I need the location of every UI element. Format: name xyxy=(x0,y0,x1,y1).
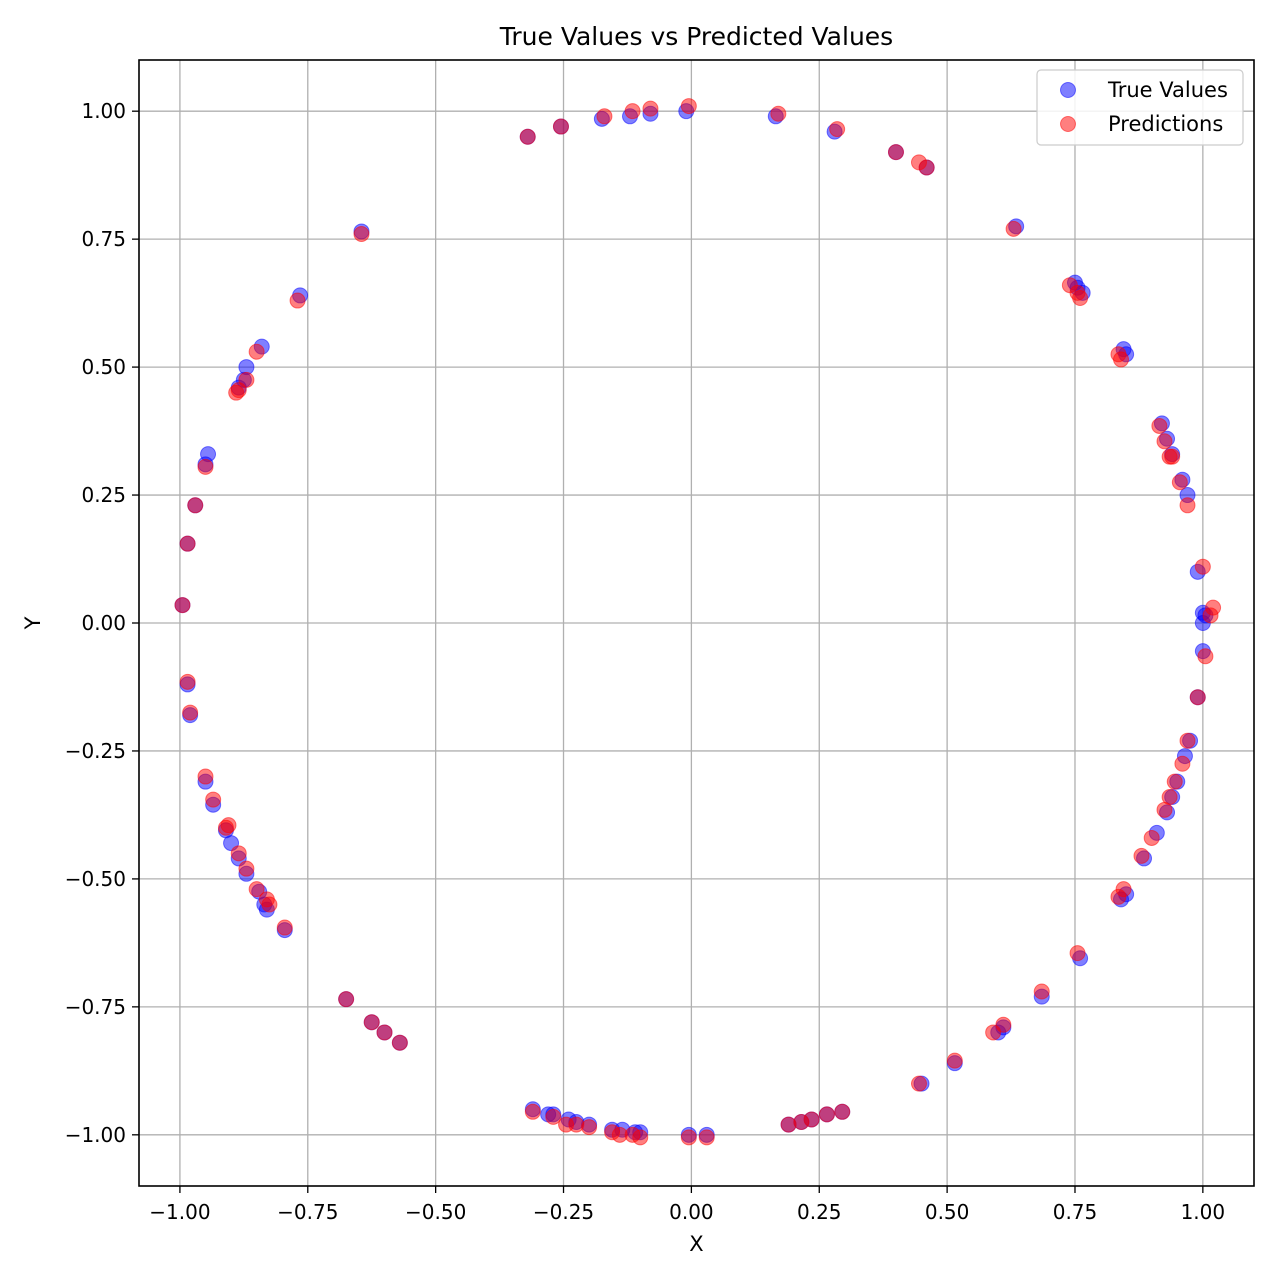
prediction-point xyxy=(596,108,613,125)
prediction-point xyxy=(1151,417,1168,434)
prediction-point xyxy=(1156,801,1173,818)
legend-marker-predictions xyxy=(1060,116,1076,132)
prediction-point xyxy=(910,1075,927,1092)
prediction-point xyxy=(1069,945,1086,962)
x-tick-label: 0.25 xyxy=(797,1200,842,1224)
prediction-point xyxy=(248,881,265,898)
prediction-point xyxy=(174,597,191,614)
legend-label-predictions: Predictions xyxy=(1108,112,1223,136)
prediction-point xyxy=(1072,289,1089,306)
legend-box xyxy=(1036,69,1244,146)
prediction-point xyxy=(1143,829,1160,846)
prediction-point xyxy=(1033,983,1050,1000)
axis-ticks: −1.00 −0.75 −0.50 −0.25 0.00 0.25 0.50 0.75 1.00… xyxy=(65,99,1225,1224)
prediction-point xyxy=(985,1024,1002,1041)
prediction-point xyxy=(1005,220,1022,237)
legend-marker-true-values xyxy=(1060,82,1076,98)
prediction-point xyxy=(197,458,214,475)
prediction-point xyxy=(680,98,697,115)
prediction-point xyxy=(1110,888,1127,905)
prediction-point xyxy=(545,1108,562,1125)
prediction-point xyxy=(829,121,846,138)
y-axis-label: Y xyxy=(21,616,45,630)
prediction-point xyxy=(179,535,196,552)
prediction-point xyxy=(1189,689,1206,706)
x-tick-label: 0.50 xyxy=(925,1200,970,1224)
prediction-point xyxy=(1164,448,1181,465)
y-tick-label: 1.00 xyxy=(81,99,126,123)
y-tick-label: −0.25 xyxy=(65,739,126,763)
y-tick-label: 0.00 xyxy=(81,611,126,635)
prediction-point xyxy=(179,673,196,690)
prediction-point xyxy=(289,292,306,309)
prediction-point xyxy=(1171,474,1188,491)
prediction-point xyxy=(552,118,569,135)
prediction-point xyxy=(680,1129,697,1146)
prediction-point xyxy=(946,1052,963,1069)
prediction-point xyxy=(1113,351,1130,368)
x-tick-label: 1.00 xyxy=(1181,1200,1226,1224)
legend-label-true-values: True Values xyxy=(1107,78,1228,102)
prediction-point xyxy=(887,144,904,161)
prediction-point xyxy=(604,1124,621,1141)
x-tick-label: 0.00 xyxy=(669,1200,714,1224)
prediction-point xyxy=(197,768,214,785)
prediction-point xyxy=(217,819,234,836)
prediction-point xyxy=(1197,648,1214,665)
y-tick-label: 0.25 xyxy=(81,483,126,507)
prediction-point xyxy=(182,704,199,721)
x-tick-label: −0.25 xyxy=(533,1200,594,1224)
prediction-point xyxy=(238,860,255,877)
x-tick-label: 0.75 xyxy=(1053,1200,1098,1224)
y-tick-label: −0.75 xyxy=(65,995,126,1019)
x-tick-label: −1.00 xyxy=(149,1200,210,1224)
prediction-point xyxy=(818,1106,835,1123)
prediction-point xyxy=(524,1103,541,1120)
chart-title: True Values vs Predicted Values xyxy=(499,22,893,51)
prediction-point xyxy=(1179,732,1196,749)
prediction-point xyxy=(230,845,247,862)
legend: True Values Predictions xyxy=(1036,69,1244,146)
prediction-point xyxy=(834,1103,851,1120)
prediction-point xyxy=(1194,558,1211,575)
x-tick-label: −0.75 xyxy=(277,1200,338,1224)
y-tick-label: −1.00 xyxy=(65,1123,126,1147)
prediction-point xyxy=(1174,755,1191,772)
y-tick-label: −0.50 xyxy=(65,867,126,891)
prediction-point xyxy=(1202,607,1219,624)
y-tick-label: 0.75 xyxy=(81,227,126,251)
y-tick-label: 0.50 xyxy=(81,355,126,379)
prediction-point xyxy=(258,891,275,908)
prediction-point xyxy=(276,919,293,936)
prediction-point xyxy=(642,100,659,117)
prediction-point xyxy=(391,1034,408,1051)
x-axis-label: X xyxy=(689,1232,703,1256)
prediction-point xyxy=(770,105,787,122)
prediction-point xyxy=(558,1116,575,1133)
prediction-point xyxy=(698,1129,715,1146)
prediction-point xyxy=(363,1014,380,1031)
prediction-point xyxy=(353,226,370,243)
prediction-point xyxy=(918,159,935,176)
prediction-point xyxy=(1166,773,1183,790)
prediction-point xyxy=(519,128,536,145)
prediction-point xyxy=(338,991,355,1008)
prediction-point xyxy=(376,1024,393,1041)
prediction-point xyxy=(1133,847,1150,864)
data-points xyxy=(174,98,1222,1146)
prediction-point xyxy=(1179,497,1196,514)
prediction-point xyxy=(624,103,641,120)
prediction-point xyxy=(205,791,222,808)
prediction-point xyxy=(780,1116,797,1133)
prediction-point xyxy=(187,497,204,514)
prediction-point xyxy=(1156,433,1173,450)
prediction-point xyxy=(248,343,265,360)
x-tick-label: −0.50 xyxy=(405,1200,466,1224)
prediction-point xyxy=(238,371,255,388)
